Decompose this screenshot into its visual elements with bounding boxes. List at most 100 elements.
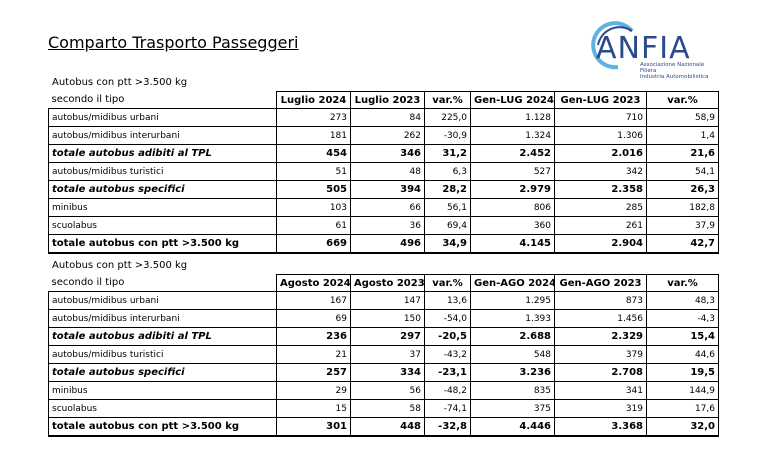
table-cell: 375: [470, 399, 555, 418]
table-cell: -43,2: [424, 345, 471, 364]
column-header: Gen-AGO 2023: [554, 274, 647, 292]
table-row: autobus/midibus urbani 167 147 13,6 1.295 873…: [48, 291, 719, 310]
row-label: totale autobus adibiti al TPL: [48, 327, 277, 346]
table-cell: 58,9: [646, 108, 719, 127]
table-cell: 61: [276, 216, 351, 235]
table-row: autobus/midibus interurbani 181 262 -30,9 1.…: [48, 126, 719, 145]
table-cell: 261: [554, 216, 647, 235]
table-cell: 341: [554, 381, 647, 400]
table-cell: 262: [350, 126, 425, 145]
column-header: var.%: [424, 91, 471, 109]
table-cell: 6,3: [424, 162, 471, 181]
table-row: autobus/midibus turistici 21 37 -43,2 548 379…: [48, 345, 719, 364]
table-cell: 36: [350, 216, 425, 235]
table-cell: 69,4: [424, 216, 471, 235]
table-cell: 19,5: [646, 363, 719, 382]
table-cell: 2.329: [554, 327, 647, 346]
table-cell: 44,6: [646, 345, 719, 364]
column-header: Luglio 2024: [276, 91, 351, 109]
table-cell: 342: [554, 162, 647, 181]
table-cell: 2.358: [554, 180, 647, 199]
table-cell: 26,3: [646, 180, 719, 199]
table-cell: 2.452: [470, 144, 555, 163]
table-cell: 84: [350, 108, 425, 127]
column-header: var.%: [646, 91, 719, 109]
table-cell: -74,1: [424, 399, 471, 418]
table-row: scuolabus 61 36 69,4 360 261 37,9: [48, 216, 719, 235]
table-cell: 34,9: [424, 234, 471, 254]
column-header: Gen-LUG 2024: [470, 91, 555, 109]
table-cell: 28,2: [424, 180, 471, 199]
row-label: scuolabus: [48, 399, 277, 418]
row-label: autobus/midibus interurbani: [48, 126, 277, 145]
table-cell: 319: [554, 399, 647, 418]
column-header: Gen-LUG 2023: [554, 91, 647, 109]
table-agosto: secondo il tipo Agosto 2024 Agosto 2023 var…: [48, 274, 719, 437]
table-cell: 1.324: [470, 126, 555, 145]
table-cell: 31,2: [424, 144, 471, 163]
table-cell: 150: [350, 309, 425, 328]
table-cell: 2.979: [470, 180, 555, 199]
table-cell: 2.708: [554, 363, 647, 382]
table-cell: 58: [350, 399, 425, 418]
row-label: totale autobus con ptt >3.500 kg: [48, 417, 277, 437]
table-row: autobus/midibus urbani 273 84 225,0 1.128 710…: [48, 108, 719, 127]
table-cell: 15: [276, 399, 351, 418]
table-row: minibus 103 66 56,1 806 285 182,8: [48, 198, 719, 217]
table-cell: 13,6: [424, 291, 471, 310]
table-cell: 56,1: [424, 198, 471, 217]
row-label: autobus/midibus urbani: [48, 108, 277, 127]
column-header: Gen-AGO 2024: [470, 274, 555, 292]
table-row: totale autobus con ptt >3.500 kg 669 496 34…: [48, 234, 719, 254]
table-cell: 144,9: [646, 381, 719, 400]
table-cell: 182,8: [646, 198, 719, 217]
table-row: autobus/midibus turistici 51 48 6,3 527 342 54…: [48, 162, 719, 181]
table-cell: 2.016: [554, 144, 647, 163]
table-cell: 56: [350, 381, 425, 400]
table-cell: 527: [470, 162, 555, 181]
table-cell: 710: [554, 108, 647, 127]
row-label: minibus: [48, 381, 277, 400]
table-header-row: secondo il tipo Agosto 2024 Agosto 2023 var…: [48, 274, 719, 292]
row-label: totale autobus adibiti al TPL: [48, 144, 277, 163]
table-cell: 29: [276, 381, 351, 400]
table-cell: 1,4: [646, 126, 719, 145]
table-cell: 37: [350, 345, 425, 364]
table-cell: 69: [276, 309, 351, 328]
table-cell: 285: [554, 198, 647, 217]
table-body: secondo il tipo Agosto 2024 Agosto 2023 var…: [48, 274, 719, 437]
row-label: scuolabus: [48, 216, 277, 235]
table-cell: 548: [470, 345, 555, 364]
table-cell: 4.145: [470, 234, 555, 254]
table-cell: 273: [276, 108, 351, 127]
table-row: totale autobus con ptt >3.500 kg 301 448 -3…: [48, 417, 719, 437]
table-cell: 3.368: [554, 417, 647, 437]
table-cell: 48: [350, 162, 425, 181]
table-cell: -20,5: [424, 327, 471, 346]
page-title: Comparto Trasporto Passeggeri: [48, 33, 299, 52]
table-cell: 360: [470, 216, 555, 235]
table-cell: 257: [276, 363, 351, 382]
column-header: var.%: [424, 274, 471, 292]
table-luglio: secondo il tipo Luglio 2024 Luglio 2023 var…: [48, 91, 719, 254]
table-row: minibus 29 56 -48,2 835 341 144,9: [48, 381, 719, 400]
logo-arc-icon: [591, 21, 634, 70]
row-label: autobus/midibus turistici: [48, 345, 277, 364]
table-cell: 103: [276, 198, 351, 217]
column-header: Luglio 2023: [350, 91, 425, 109]
row-label: minibus: [48, 198, 277, 217]
table-cell: -30,9: [424, 126, 471, 145]
table-cell: 17,6: [646, 399, 719, 418]
row-label: totale autobus specifici: [48, 180, 277, 199]
row-header-label: secondo il tipo: [48, 91, 277, 109]
table-row: totale autobus adibiti al TPL 454 346 31,2 2…: [48, 144, 719, 163]
table-cell: -54,0: [424, 309, 471, 328]
row-label: totale autobus con ptt >3.500 kg: [48, 234, 277, 254]
table-cell: 669: [276, 234, 351, 254]
table-cell: 873: [554, 291, 647, 310]
table-cell: 21: [276, 345, 351, 364]
row-label: autobus/midibus turistici: [48, 162, 277, 181]
table-cell: -32,8: [424, 417, 471, 437]
table-cell: 32,0: [646, 417, 719, 437]
table-cell: 48,3: [646, 291, 719, 310]
